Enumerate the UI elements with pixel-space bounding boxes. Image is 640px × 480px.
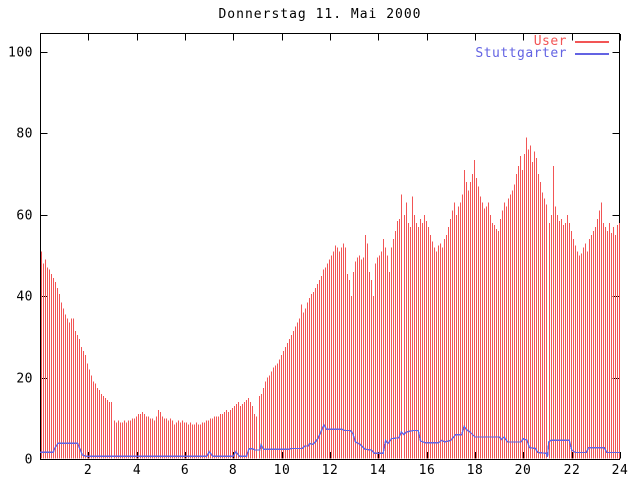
legend-entry-user: User (475, 34, 609, 49)
x-tick-label: 14 (370, 463, 387, 478)
x-tick-label: 16 (419, 463, 436, 478)
y-tick-label: 100 (8, 46, 33, 61)
legend-label-user: User (533, 34, 567, 49)
legend: User Stuttgarter (475, 34, 609, 61)
series-user-impulses (41, 137, 620, 459)
x-tick-label: 12 (322, 463, 339, 478)
y-tick-label: 0 (25, 453, 33, 468)
x-tick-label: 22 (564, 463, 581, 478)
x-tick-label: 24 (612, 463, 629, 478)
x-tick-label: 8 (229, 463, 237, 478)
y-tick-label: 60 (16, 209, 33, 224)
x-tick-label: 6 (181, 463, 189, 478)
x-tick-label: 2 (84, 463, 92, 478)
series-stuttgarter-line (40, 423, 620, 458)
x-tick-label: 20 (515, 463, 532, 478)
chart-title: Donnerstag 11. Mai 2000 (218, 7, 422, 22)
y-tick-label: 80 (16, 127, 33, 142)
y-tick-label: 40 (16, 290, 33, 305)
legend-label-stuttgarter: Stuttgarter (475, 46, 567, 61)
y-tick-label: 20 (16, 372, 33, 387)
x-tick-label: 18 (467, 463, 484, 478)
legend-entry-stuttgarter: Stuttgarter (475, 46, 609, 61)
x-tick-label: 10 (274, 463, 291, 478)
x-tick-label: 4 (133, 463, 141, 478)
legend-line-sample-user (575, 40, 609, 43)
legend-line-sample-stuttgarter (575, 52, 609, 55)
axis-ticks (41, 34, 621, 460)
